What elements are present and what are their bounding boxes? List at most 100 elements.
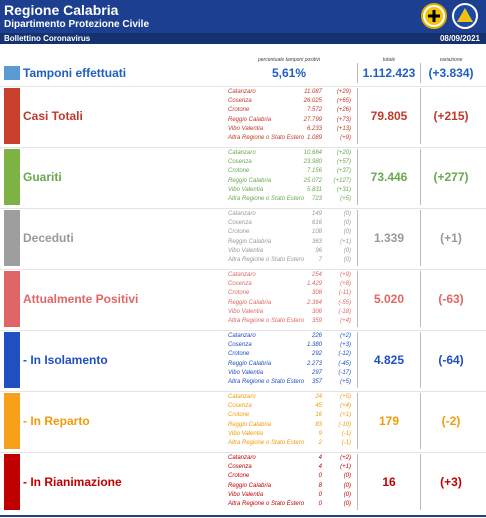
region-value: 108 — [311, 229, 322, 236]
region-value: 7.572 — [306, 107, 322, 114]
region-name: Catanzaro — [228, 272, 256, 278]
region-change: (+8) — [340, 281, 351, 288]
region-change: (+1) — [340, 238, 351, 245]
divider — [420, 149, 421, 205]
bottom-line — [0, 515, 486, 517]
section-total: 79.805 — [370, 109, 408, 123]
region-name: Altra Regione o Stato Estero — [228, 318, 305, 324]
region-value: 0 — [318, 473, 322, 480]
region-name: Vibo Valentia — [228, 186, 264, 193]
divider — [357, 393, 358, 449]
region-change: (+20) — [336, 150, 351, 156]
section-change: (-63) — [438, 292, 464, 306]
region-change: (+73) — [336, 116, 351, 123]
section-title: Casi Totali — [23, 109, 83, 123]
region-name: Reggio Calabria — [228, 482, 272, 489]
region-value: 2.273 — [306, 360, 322, 367]
section-separator — [0, 452, 486, 453]
region-change: (+65) — [336, 98, 351, 105]
section-title: Attualmente Positivi — [23, 292, 139, 306]
region-change: (+5) — [340, 379, 351, 385]
region-change: (0) — [343, 247, 351, 254]
region-value: 723 — [311, 196, 322, 202]
region-name: Altra Regione o Stato Estero — [228, 501, 305, 507]
region-name: Cosenza — [228, 220, 252, 227]
section-change: (+1) — [440, 231, 462, 245]
region-value: 297 — [311, 369, 322, 376]
divider — [357, 63, 358, 83]
region-change: (0) — [343, 491, 351, 498]
region-value: 16 — [315, 412, 322, 419]
region-value: 11.087 — [304, 89, 322, 95]
section-total: 73.446 — [370, 170, 408, 184]
region-change: (+9) — [340, 135, 351, 141]
region-name: Crotone — [228, 473, 250, 480]
region-value: 226 — [311, 333, 322, 339]
header-subtitle: Dipartimento Protezione Civile — [4, 19, 150, 30]
logo-icon — [457, 8, 473, 22]
region-name: Catanzaro — [228, 150, 256, 156]
divider — [357, 149, 358, 205]
region-name: Altra Regione o Stato Estero — [228, 440, 305, 446]
section-change: (+277) — [433, 170, 469, 184]
label: percentuale tamponi positivi — [258, 57, 320, 63]
region-name: Crotone — [228, 107, 250, 114]
region-value: 10.684 — [303, 150, 322, 156]
region-name: Reggio Calabria — [228, 421, 272, 428]
header — [0, 0, 486, 33]
region-name: Catanzaro — [228, 211, 256, 217]
region-name: Crotone — [228, 351, 250, 358]
divider — [357, 454, 358, 510]
section-separator — [0, 269, 486, 270]
region-change: (+26) — [336, 107, 351, 114]
region-value: 2 — [318, 440, 322, 446]
section-separator — [0, 147, 486, 148]
section-change: (-64) — [438, 353, 464, 367]
region-value: 359 — [311, 318, 322, 324]
region-name: Cosenza — [228, 159, 252, 166]
region-value: 363 — [311, 238, 322, 245]
section-total: 4.825 — [373, 353, 405, 367]
color-box — [4, 149, 20, 205]
region-change: (+4) — [340, 318, 351, 324]
logo-civil-protection — [452, 3, 478, 29]
section-title: Guariti — [23, 170, 62, 184]
region-name: Catanzaro — [228, 394, 256, 400]
region-value: 26.025 — [303, 98, 322, 105]
region-value: 9 — [318, 430, 322, 437]
region-change: (-12) — [338, 351, 351, 358]
section-title: - In Reparto — [23, 414, 90, 428]
region-change: (0) — [343, 257, 351, 263]
section-total: 5.020 — [373, 292, 405, 306]
region-change: (-17) — [338, 369, 351, 376]
region-value: 96 — [315, 247, 322, 254]
tamponi-change: (+3.834) — [428, 66, 474, 80]
region-name: Reggio Calabria — [228, 360, 272, 367]
region-value: 1.380 — [306, 342, 322, 349]
section-total: 16 — [382, 475, 396, 489]
region-change: (+127) — [333, 177, 351, 184]
region-name: Vibo Valentia — [228, 125, 264, 132]
region-change: (-11) — [338, 290, 351, 297]
region-name: Vibo Valentia — [228, 247, 264, 254]
section-total: 179 — [378, 414, 400, 428]
region-change: (0) — [343, 482, 351, 489]
region-value: 308 — [311, 290, 322, 297]
region-value: 4 — [318, 464, 322, 471]
region-change: (0) — [343, 229, 351, 236]
region-change: (0) — [343, 211, 351, 217]
region-name: Vibo Valentia — [228, 491, 264, 498]
region-value: 254 — [311, 272, 322, 278]
color-box — [4, 66, 20, 80]
tamponi-label: Tamponi effettuati — [23, 66, 127, 80]
region-name: Cosenza — [228, 98, 252, 105]
region-name: Altra Regione o Stato Estero — [228, 196, 305, 202]
region-name: Vibo Valentia — [228, 308, 264, 315]
region-change: (+29) — [336, 89, 351, 95]
section-title: - In Rianimazione — [23, 475, 122, 489]
header-bar — [0, 33, 486, 44]
region-name: Crotone — [228, 412, 250, 419]
region-name: Altra Regione o Stato Estero — [228, 257, 305, 263]
region-value: 616 — [311, 220, 322, 227]
